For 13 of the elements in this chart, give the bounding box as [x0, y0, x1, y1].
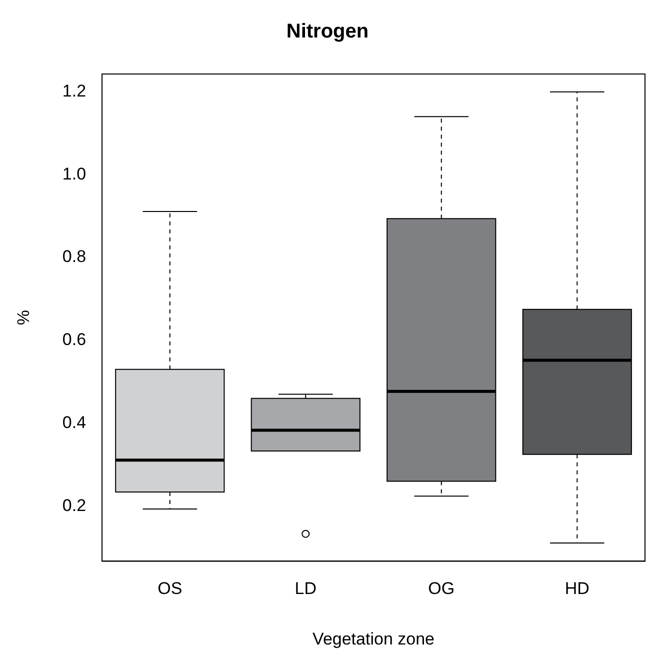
y-axis-title: % [14, 310, 33, 326]
y-tick-label: 0.6 [62, 330, 86, 350]
y-tick-label: 0.8 [62, 247, 86, 266]
x-tick-label: HD [564, 579, 590, 598]
x-axis-title: Vegetation zone [312, 629, 434, 648]
y-tick-label: 1.2 [62, 82, 86, 100]
x-tick-label: OS [158, 579, 182, 598]
y-tick-label: 0.2 [62, 496, 86, 515]
x-tick-label: OG [428, 579, 455, 598]
chart-title: Nitrogen [286, 20, 369, 43]
x-tick-label: LD [294, 579, 317, 598]
y-tick-label: 1.0 [62, 164, 86, 184]
y-tick-label: 0.4 [62, 412, 86, 432]
